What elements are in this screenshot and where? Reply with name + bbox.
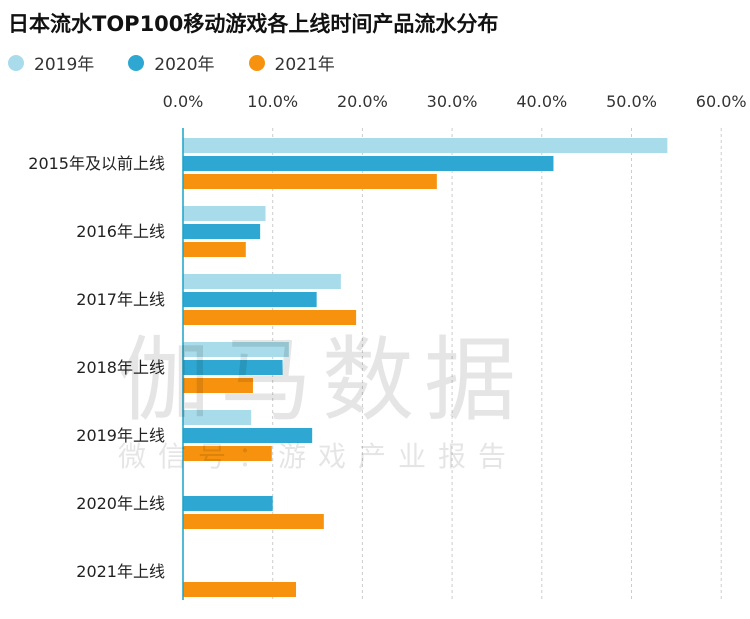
bar-2020年 bbox=[183, 360, 283, 375]
bar-2020年 bbox=[183, 156, 554, 171]
bar-2021年 bbox=[183, 242, 246, 257]
legend-label-2021: 2021年 bbox=[274, 55, 335, 75]
watermark-logo: 伽马数据 bbox=[118, 327, 526, 434]
legend-label-2019: 2019年 bbox=[34, 55, 95, 75]
bar-2020年 bbox=[183, 292, 317, 307]
legend-swatch-2020 bbox=[128, 54, 145, 71]
chart-title: 日本流水TOP100移动游戏各上线时间产品流水分布 bbox=[8, 12, 499, 36]
watermark-subtitle: 微信号：游戏产业报告 bbox=[118, 440, 518, 473]
bar-2019年 bbox=[183, 138, 668, 153]
legend: 2019年 2020年 2021年 bbox=[8, 50, 335, 75]
bar-2021年 bbox=[183, 514, 324, 529]
legend-item-2020: 2020年 bbox=[128, 50, 215, 75]
bar-2021年 bbox=[183, 310, 357, 325]
bar-2019年 bbox=[183, 410, 252, 425]
bar-2019年 bbox=[183, 274, 341, 289]
bar-2021年 bbox=[183, 378, 253, 393]
bar-2020年 bbox=[183, 428, 313, 443]
bars bbox=[183, 138, 668, 597]
x-tick-label: 20.0% bbox=[337, 92, 388, 111]
category-label: 2018年上线 bbox=[76, 358, 165, 377]
legend-item-2021: 2021年 bbox=[248, 50, 335, 75]
category-label: 2019年上线 bbox=[76, 426, 165, 445]
category-labels: 2015年及以前上线 2016年上线 2017年上线 2018年上线 2019年上线 20… bbox=[28, 154, 165, 581]
x-tick-label: 60.0% bbox=[696, 92, 747, 111]
x-tick-label: 40.0% bbox=[516, 92, 567, 111]
legend-label-2020: 2020年 bbox=[154, 55, 215, 75]
legend-swatch-2021 bbox=[248, 54, 265, 71]
category-label: 2016年上线 bbox=[76, 222, 165, 241]
bar-2021年 bbox=[183, 582, 297, 597]
legend-item-2019: 2019年 bbox=[8, 50, 94, 75]
x-axis-ticks: 0.0% 10.0% 20.0% 30.0% 40.0% 50.0% 60.0% bbox=[163, 92, 747, 111]
x-tick-label: 10.0% bbox=[247, 92, 298, 111]
bar-2021年 bbox=[183, 446, 272, 461]
bar-2020年 bbox=[183, 496, 273, 511]
bar-2020年 bbox=[183, 224, 261, 239]
bar-2019年 bbox=[183, 206, 266, 221]
category-label: 2017年上线 bbox=[76, 290, 165, 309]
x-tick-label: 50.0% bbox=[606, 92, 657, 111]
category-label: 2020年上线 bbox=[76, 494, 165, 513]
legend-swatch-2019 bbox=[8, 54, 24, 71]
x-tick-label: 0.0% bbox=[163, 92, 204, 111]
category-label: 2015年及以前上线 bbox=[28, 154, 165, 173]
x-tick-label: 30.0% bbox=[427, 92, 478, 111]
category-label: 2021年上线 bbox=[76, 562, 165, 581]
bar-2019年 bbox=[183, 342, 289, 357]
bar-2021年 bbox=[183, 174, 437, 189]
